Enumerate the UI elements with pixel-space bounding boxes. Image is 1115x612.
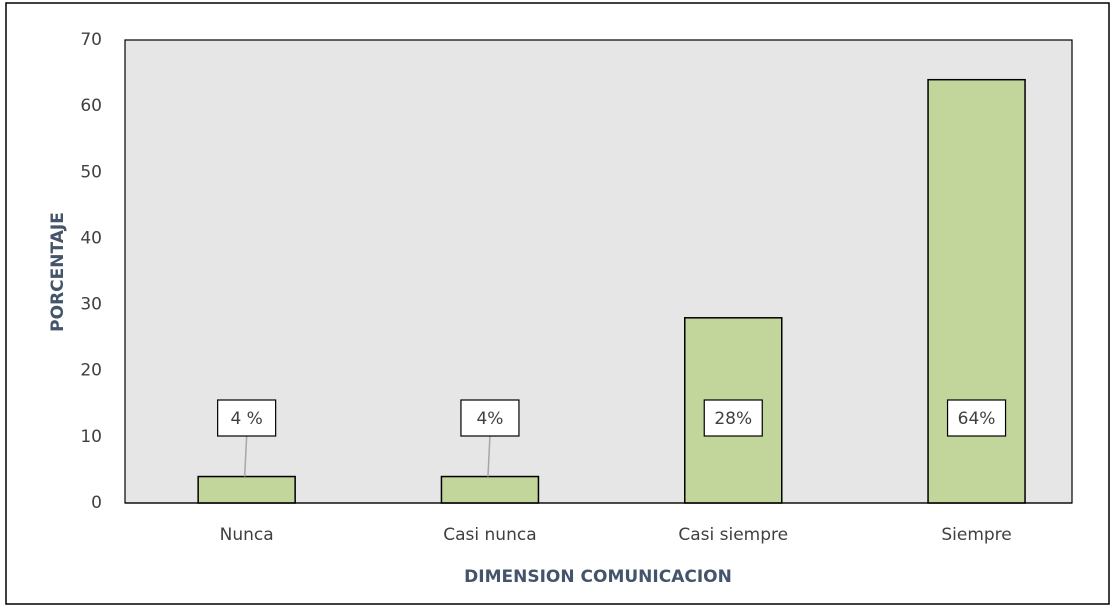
y-tick-label: 60 xyxy=(80,96,102,116)
data-label: 4 % xyxy=(230,409,262,429)
y-axis-title: PORCENTAJE xyxy=(48,212,68,332)
data-label-box xyxy=(217,399,277,437)
bar xyxy=(927,78,1026,504)
x-tick-label: Siempre xyxy=(941,525,1011,545)
x-tick-label: Casi siempre xyxy=(678,525,788,545)
data-label: 64% xyxy=(958,409,996,429)
leader-line xyxy=(243,435,248,477)
y-tick-label: 50 xyxy=(80,162,102,182)
y-tick-label: 70 xyxy=(80,30,102,50)
data-label-box xyxy=(460,399,520,437)
x-tick-label: Casi nunca xyxy=(443,525,536,545)
data-label-box xyxy=(946,399,1007,437)
bar xyxy=(197,475,296,504)
y-tick-label: 0 xyxy=(91,493,102,513)
y-tick-label: 10 xyxy=(80,427,102,447)
y-tick-label: 20 xyxy=(80,361,102,381)
y-tick-label: 40 xyxy=(80,228,102,248)
x-axis-title: DIMENSION COMUNICACION xyxy=(464,567,732,587)
data-label: 28% xyxy=(714,409,752,429)
data-label: 4% xyxy=(476,409,503,429)
bar xyxy=(440,475,540,504)
leader-line xyxy=(487,435,491,477)
y-tick-label: 30 xyxy=(80,295,102,315)
data-label-box xyxy=(703,399,763,437)
x-tick-label: Nunca xyxy=(220,525,274,545)
plot-area xyxy=(124,39,1073,504)
